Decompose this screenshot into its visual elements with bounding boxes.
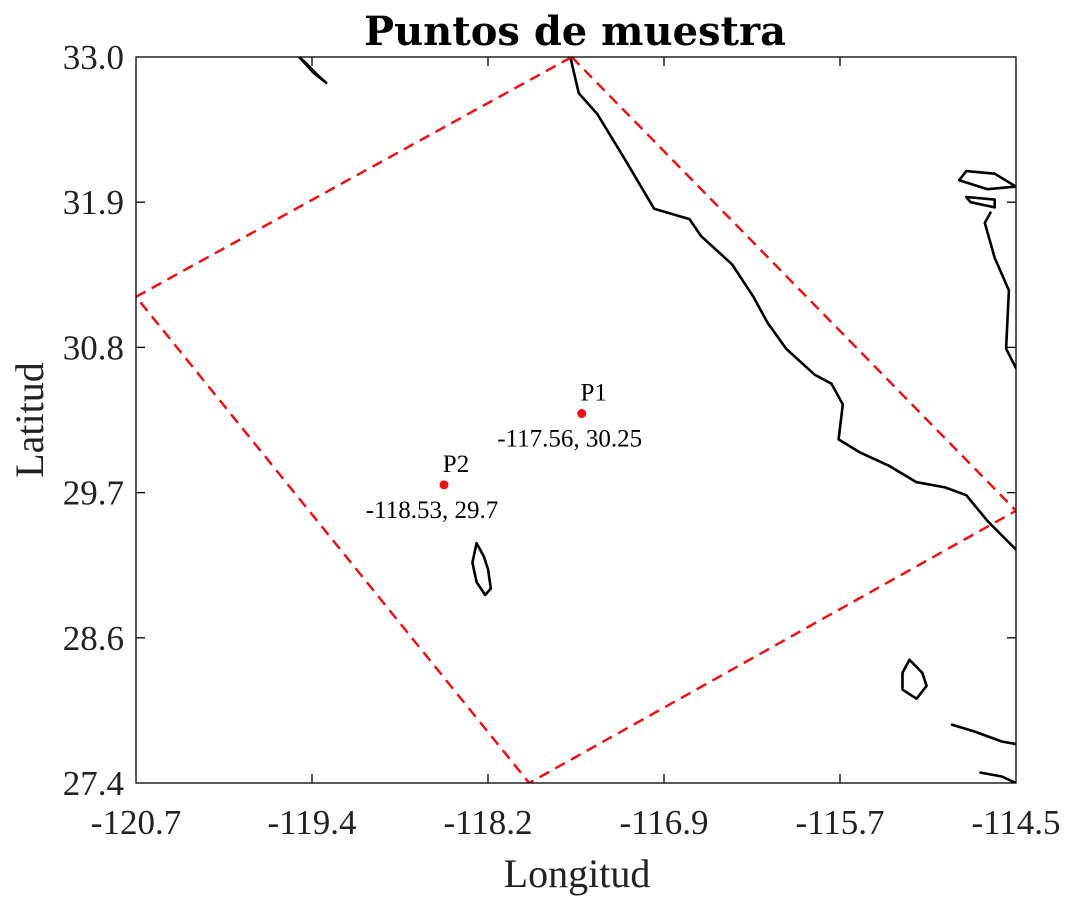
coastline-island-3 (901, 658, 928, 701)
sample-point-p2 (439, 480, 449, 490)
x-tick-label: -115.7 (795, 803, 884, 842)
chart-title: Puntos de muestra (364, 8, 786, 55)
x-tick-label: -120.7 (91, 803, 181, 842)
point-coords-p1: -117.56, 30.25 (497, 426, 642, 453)
plot-area (136, 57, 1016, 783)
coastline-island-5 (964, 195, 997, 209)
domain-box (136, 57, 1016, 783)
coastline-peninsula (983, 211, 1016, 370)
sample-point-p1 (577, 409, 587, 419)
point-label-p1: P1 (580, 380, 606, 407)
point-coords-p2: -118.53, 29.7 (366, 497, 498, 524)
coastline-island-4 (957, 169, 1016, 191)
y-axis-label: Latitud (7, 362, 52, 478)
coastline-island-1 (297, 57, 328, 85)
point-label-p2: P2 (443, 451, 469, 478)
y-tick-label: 33.0 (63, 38, 124, 77)
y-tick-label: 30.8 (63, 328, 124, 367)
coastline-southeast-2 (979, 771, 1016, 783)
coastline-island-2 (471, 541, 493, 597)
x-axis-label: Longitud (504, 851, 651, 896)
x-tick-label: -114.5 (971, 803, 1060, 842)
coastline-southeast (950, 723, 1016, 746)
x-tick-label: -118.2 (443, 803, 532, 842)
plot-frame (135, 56, 1017, 784)
y-tick-label: 27.4 (63, 764, 124, 803)
y-tick-label: 29.7 (63, 474, 124, 513)
x-tick-label: -116.9 (619, 803, 708, 842)
y-tick-label: 28.6 (63, 619, 124, 658)
y-tick-label: 31.9 (63, 183, 124, 222)
coastline-mainland (568, 57, 1016, 551)
x-tick-label: -119.4 (267, 803, 356, 842)
